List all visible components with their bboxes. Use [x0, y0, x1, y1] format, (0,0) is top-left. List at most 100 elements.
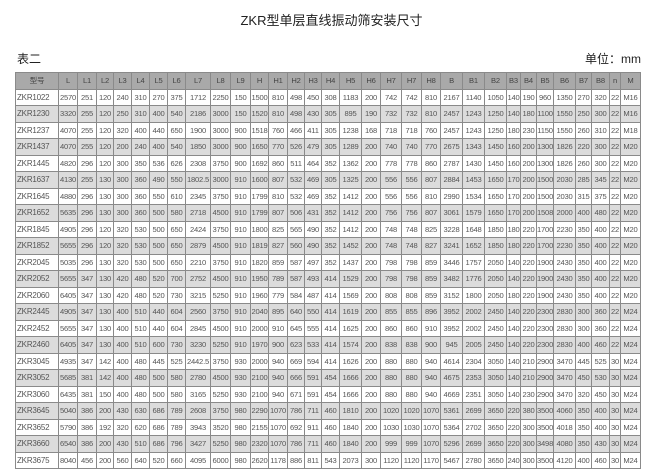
table-cell: 360	[131, 171, 150, 189]
table-cell: 381	[77, 369, 97, 387]
table-cell: 810	[268, 187, 288, 205]
table-cell: 414	[321, 352, 340, 370]
table-cell: 940	[268, 385, 288, 403]
table-cell: 2002	[462, 303, 485, 321]
table-cell: 1666	[339, 385, 362, 403]
table-cell: 296	[77, 253, 97, 271]
table-cell: 498	[287, 105, 305, 123]
table-cell: 180	[506, 220, 521, 238]
table-cell: M24	[620, 369, 641, 387]
table-header-row: 型号 L L1 L2 L3 L4 L5 L6 L7 L8 L9 H H1 H2 H3 H4 H5 H6 H7 H7 H8…	[15, 72, 641, 90]
table-cell: 352	[321, 204, 340, 222]
dimensions-table: 型号 L L1 L2 L3 L4 L5 L6 L7 L8 L9 H H1 H2 H3 H4 H5 H6 H7 H7 H8…	[15, 72, 641, 469]
table-cell: 4018	[553, 418, 576, 436]
table-cell: 250	[575, 105, 592, 123]
table-cell: 1819	[250, 237, 269, 255]
table-cell: 450	[591, 385, 610, 403]
table-cell: 498	[287, 88, 305, 106]
table-cell: 807	[268, 204, 288, 222]
table-cell: 811	[304, 451, 322, 469]
table-cell: 3000	[210, 138, 231, 156]
table-cell: 140	[506, 369, 521, 387]
table-cell: 895	[339, 105, 362, 123]
table-cell: 550	[167, 171, 186, 189]
model-cell: ZKR3652	[15, 418, 59, 436]
table-cell: 900	[421, 336, 441, 354]
table-cell: 4095	[185, 451, 211, 469]
table-cell: 1900	[185, 121, 211, 139]
table-cell: 2351	[462, 385, 485, 403]
table-cell: 580	[167, 369, 186, 387]
table-cell: 5790	[58, 418, 78, 436]
table-cell: 440	[149, 303, 168, 321]
table-cell: 320	[575, 385, 592, 403]
table-cell: 347	[77, 336, 97, 354]
table-cell: 200	[361, 286, 381, 304]
table-cell: 604	[167, 319, 186, 337]
table-cell: 5364	[440, 418, 463, 436]
table-cell: 2900	[536, 385, 554, 403]
table-cell: 3050	[484, 369, 507, 387]
table-cell: 2230	[553, 220, 576, 238]
table-cell: 3470	[553, 369, 576, 387]
table-cell: 350	[575, 270, 592, 288]
table-cell: 386	[77, 402, 97, 420]
table-row: ZKR1230 3320 255 120 250 310 400 540 2186 3000 150…	[15, 105, 641, 123]
table-cell: 200	[361, 402, 381, 420]
table-cell: 1350	[553, 88, 576, 106]
table-cell: 220	[506, 435, 521, 453]
table-cell: 550	[304, 303, 322, 321]
table-cell: 2845	[185, 319, 211, 337]
column-header: 型号	[15, 72, 59, 90]
table-cell: 2050	[484, 270, 507, 288]
table-cell: 500	[149, 220, 168, 238]
table-cell: 120	[96, 220, 114, 238]
table-cell: 360	[131, 187, 150, 205]
table-cell: 3320	[58, 105, 78, 123]
table-cell: 910	[230, 336, 251, 354]
table-cell: 6435	[58, 385, 78, 403]
table-cell: 3943	[185, 418, 211, 436]
table-cell: 4120	[553, 451, 576, 469]
table-cell: 560	[287, 237, 305, 255]
table-cell: 22	[609, 138, 621, 156]
column-header: B3	[506, 72, 521, 90]
table-cell: 352	[321, 187, 340, 205]
table-row: ZKR3052 5685 381 142 400 480 500 580 2780 4500 930…	[15, 369, 641, 387]
table-cell: 778	[380, 154, 402, 172]
table-cell: 506	[287, 204, 305, 222]
table-cell: 120	[96, 138, 114, 156]
table-cell: 22	[609, 286, 621, 304]
table-cell: M20	[620, 138, 641, 156]
table-cell: 3498	[536, 435, 554, 453]
table-cell: 3215	[185, 286, 211, 304]
table-cell: 798	[401, 270, 422, 288]
table-cell: 493	[304, 270, 322, 288]
table-cell: 855	[401, 303, 422, 321]
table-cell: 4500	[210, 319, 231, 337]
table-cell: M24	[620, 418, 641, 436]
table-cell: 530	[591, 369, 610, 387]
table-cell: 3241	[440, 237, 463, 255]
table-cell: 200	[361, 237, 381, 255]
model-cell: ZKR3675	[15, 451, 59, 469]
table-cell: 2450	[484, 319, 507, 337]
table-cell: 2353	[462, 369, 485, 387]
table-cell: 300	[520, 418, 537, 436]
table-cell: 3470	[553, 385, 576, 403]
table-cell: 350	[575, 286, 592, 304]
table-cell: 860	[401, 319, 422, 337]
table-cell: 305	[321, 105, 340, 123]
table-cell: 300	[520, 435, 537, 453]
table-cell: 1650	[484, 171, 507, 189]
table-cell: 556	[380, 171, 402, 189]
table-cell: 414	[321, 286, 340, 304]
column-header: B2	[484, 72, 507, 90]
table-cell: 140	[506, 319, 521, 337]
table-cell: 1500	[536, 171, 554, 189]
table-cell: 778	[401, 154, 422, 172]
table-cell: 2050	[484, 253, 507, 271]
table-cell: M20	[620, 204, 641, 222]
table-cell: 2300	[536, 336, 554, 354]
table-cell: 4500	[210, 204, 231, 222]
